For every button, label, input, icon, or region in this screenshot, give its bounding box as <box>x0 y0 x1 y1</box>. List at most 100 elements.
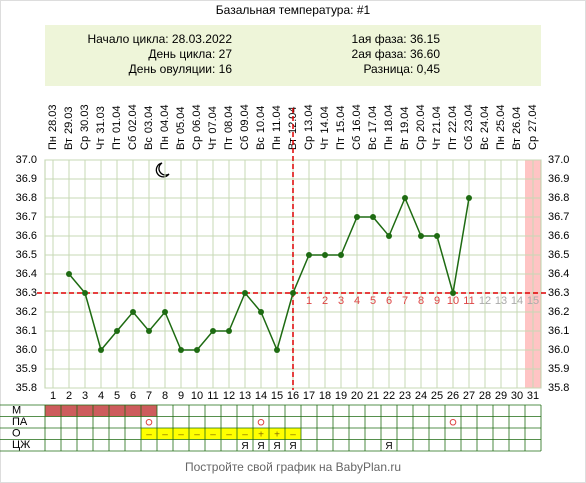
phase-day: 9 <box>434 295 440 307</box>
point <box>466 195 472 201</box>
y2-tick-label: 36.8 <box>548 192 569 204</box>
x-tick-label: 20 <box>351 390 363 402</box>
y2-tick-label: 36.7 <box>548 211 569 223</box>
cell-mark: Я <box>241 441 248 452</box>
date: 27.04 <box>527 104 539 132</box>
weekday: Пт <box>447 137 459 150</box>
y2-tick-label: 36.9 <box>548 173 569 185</box>
date: 04.04 <box>159 104 171 132</box>
point <box>98 347 104 353</box>
weekday: Вт <box>175 138 187 150</box>
y-tick-label: 36.5 <box>16 249 37 261</box>
x-tick-label: 2 <box>66 390 72 402</box>
date: 18.04 <box>383 104 395 132</box>
date-label: Пт 15.04 <box>335 106 347 150</box>
x-tick-label: 9 <box>178 390 184 402</box>
date-label: Пн 25.04 <box>495 104 507 150</box>
phase-day: 11 <box>463 295 474 307</box>
date-label: Чт 14.04 <box>319 106 331 150</box>
y2-tick-label: 36.4 <box>548 268 569 280</box>
y2-tick-label: 35.9 <box>548 363 569 375</box>
y2-tick-label: 36.5 <box>548 249 569 261</box>
weekday: Сб <box>351 136 363 150</box>
date: 01.04 <box>111 106 123 134</box>
y2-tick-label: 36.6 <box>548 230 569 242</box>
cell-mark: Я <box>289 441 296 452</box>
weekday: Пт <box>111 137 123 150</box>
weekday: Ср <box>191 136 203 150</box>
y-tick-label: 36.9 <box>16 173 37 185</box>
weekday: Чт <box>207 138 219 150</box>
y-tick-label: 36.6 <box>16 230 37 242</box>
ovulation-cell <box>141 428 157 440</box>
ovulation-cell <box>285 428 301 440</box>
date: 24.04 <box>479 106 491 134</box>
date-label: Пт 08.04 <box>223 106 235 150</box>
date-label: Ср 27.04 <box>527 104 539 150</box>
ovulation-cell <box>205 428 221 440</box>
y-tick-label: 35.8 <box>16 382 37 394</box>
chart-title: Базальная температура: #1 <box>216 3 371 17</box>
y-tick-label: 35.9 <box>16 363 37 375</box>
weekday: Вс <box>255 137 267 150</box>
date: 07.04 <box>207 106 219 134</box>
footer: Постройте свой график на BabyPlan.ru <box>185 460 401 474</box>
date: 20.04 <box>415 104 427 132</box>
date: 08.04 <box>223 106 235 134</box>
cell-mark: – <box>194 429 200 440</box>
date-label: Вт 26.04 <box>511 106 523 150</box>
menses-cell <box>141 405 157 417</box>
date: 28.03 <box>47 104 59 132</box>
y-tick-label: 36.2 <box>16 306 37 318</box>
point <box>162 309 168 315</box>
date: 02.04 <box>127 104 139 132</box>
cell-mark: – <box>162 429 168 440</box>
weekday: Вт <box>399 138 411 150</box>
cell-mark: – <box>290 429 296 440</box>
cell-mark: + <box>258 429 264 440</box>
y2-tick-label: 36.2 <box>548 306 569 318</box>
date-label: Ср 30.03 <box>79 104 91 150</box>
weekday: Ср <box>303 136 315 150</box>
x-tick-label: 27 <box>463 390 475 402</box>
info-right: 2ая фаза: 36.60 <box>352 47 441 61</box>
point <box>178 347 184 353</box>
weekday: Чт <box>431 138 443 150</box>
date: 16.04 <box>351 104 363 132</box>
moon-icon <box>155 162 170 178</box>
ovulation-cell <box>157 428 173 440</box>
x-tick-label: 7 <box>146 390 152 402</box>
date-label: Чт 21.04 <box>431 106 443 150</box>
cell-mark: Я <box>385 441 392 452</box>
weekday: Пн <box>271 136 283 150</box>
cell-mark: – <box>210 429 216 440</box>
point <box>370 214 376 220</box>
menses-cell <box>93 405 109 417</box>
date: 05.04 <box>175 106 187 134</box>
date-label: Чт 31.03 <box>95 106 107 150</box>
date-label: Вс 17.04 <box>367 106 379 150</box>
date: 10.04 <box>255 106 267 134</box>
weekday: Чт <box>319 138 331 150</box>
phase-day: 8 <box>418 295 424 307</box>
temperature-line <box>68 196 470 353</box>
ovulation-cell <box>253 428 269 440</box>
x-tick-label: 10 <box>191 390 203 402</box>
ovulation-cell <box>221 428 237 440</box>
point <box>242 290 248 296</box>
x-tick-label: 23 <box>399 390 411 402</box>
phase-day: 12 <box>479 295 491 307</box>
point <box>82 290 88 296</box>
x-tick-label: 18 <box>319 390 331 402</box>
date-label: Ср 20.04 <box>415 104 427 150</box>
row-label: ПА <box>12 416 28 428</box>
date-label: Ср 06.04 <box>191 104 203 150</box>
point <box>322 252 328 258</box>
test-mark <box>449 418 457 426</box>
phase-day: 2 <box>322 295 328 307</box>
y2-tick-label: 36.0 <box>548 344 569 356</box>
date: 03.04 <box>143 106 155 134</box>
date-label: Вт 05.04 <box>175 106 187 150</box>
cell-mark: + <box>274 429 280 440</box>
point <box>354 214 360 220</box>
